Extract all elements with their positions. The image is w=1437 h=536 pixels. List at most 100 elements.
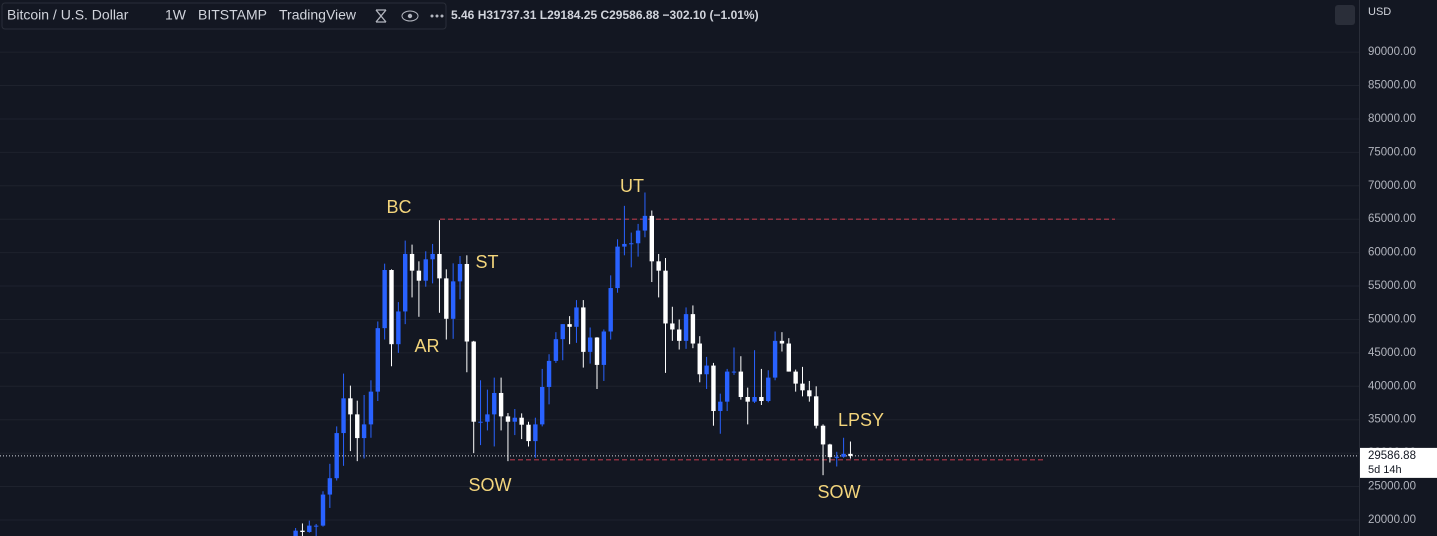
settings-button[interactable] [1335,5,1355,25]
candle-body [450,281,456,319]
candle-body [320,494,326,526]
ohlc-values: 5.46 H31737.31 L29184.25 C29586.88 −302.… [451,8,759,22]
symbol[interactable]: Bitcoin / U.S. Dollar [7,7,129,23]
candle-body [731,371,737,373]
candle-body [361,424,367,439]
hide-icon[interactable] [375,9,387,23]
candle-body [553,339,559,361]
annotation: BC [386,197,411,217]
candle-body [409,253,415,271]
candle-body [608,288,613,332]
candle-body [697,343,702,375]
candle-body [567,324,572,327]
candle-body [327,478,333,495]
candle-body [341,398,346,434]
y-tick-label: 40000.00 [1368,380,1416,392]
y-tick-label: 75000.00 [1368,146,1416,158]
candle-body [683,314,689,341]
candle-body [738,371,744,397]
y-tick-label: 65000.00 [1368,213,1416,225]
candle-body [478,421,483,423]
more-icon[interactable] [430,14,444,18]
candle-body [546,360,552,387]
annotation: AR [414,336,439,356]
grid [0,51,1359,521]
candle-body [403,253,408,312]
candle-body [389,270,394,345]
icon [430,14,434,18]
icon [401,10,419,22]
candle-body [587,337,593,352]
price-axis: 20000.0025000.0030000.0035000.0040000.00… [1360,46,1437,526]
eye-icon[interactable] [401,10,419,22]
levels [0,218,1359,461]
candle-body [396,311,401,345]
candle-body [498,392,504,417]
candle-body [834,456,839,458]
candle-body [300,530,305,532]
source: TradingView [279,7,357,23]
candle-body [656,261,661,271]
candle-body [348,398,353,415]
y-tick-label: 70000.00 [1368,180,1416,192]
candle-body [430,253,435,260]
candle-body [492,392,497,415]
y-tick-label: 85000.00 [1368,80,1416,92]
candle-body [690,314,696,344]
candle-body [711,365,716,412]
candle-body [334,433,339,479]
candle-body [485,414,490,422]
y-tick-label: 35000.00 [1368,414,1416,426]
exchange: BITSTAMP [198,7,267,23]
candle-body [807,390,812,397]
candle-body [718,401,723,412]
candle-body [382,270,387,329]
candle-body [814,396,819,426]
last-price-box [1360,447,1437,478]
candle-body [793,371,798,384]
candle-body [471,341,476,422]
candle-body [724,371,730,402]
candle-body [444,278,449,319]
candle-body [313,525,319,527]
candle-body [416,270,422,281]
candle-body [368,391,374,425]
candle-body [649,215,654,262]
candle-body [533,424,538,442]
countdown: 5d 14h [1368,464,1402,476]
annotation: SOW [469,475,512,495]
candle-body [457,263,463,282]
candle-body [526,424,531,442]
candle-body [745,396,750,402]
candle-body [512,417,517,422]
legend-box [1,2,447,30]
interval[interactable]: 1W [165,7,187,23]
candle-body [423,259,428,281]
candle-body [375,328,380,392]
candle-body [704,365,709,375]
candle-body [505,416,511,422]
candle-body [820,425,826,445]
candle-body [437,253,442,279]
icon [440,14,444,18]
annotation: ST [475,252,498,272]
candle-body [635,230,641,244]
y-tick-label: 25000.00 [1368,481,1416,493]
candle-body [786,343,791,372]
candle-body [642,215,648,231]
candle-body [677,329,682,341]
candle-body [540,386,545,425]
candle-body [800,383,805,391]
candle-body [779,340,785,344]
candle-body [848,453,853,456]
icon [407,13,413,19]
annotation: SOW [818,482,861,502]
candle-body [581,307,586,352]
last-price-label: 29586.88 [1368,450,1416,462]
candle-body [759,396,764,401]
annotation: LPSY [838,410,884,430]
candles [293,192,853,536]
candle-body [663,270,668,324]
y-tick-label: 50000.00 [1368,313,1416,325]
